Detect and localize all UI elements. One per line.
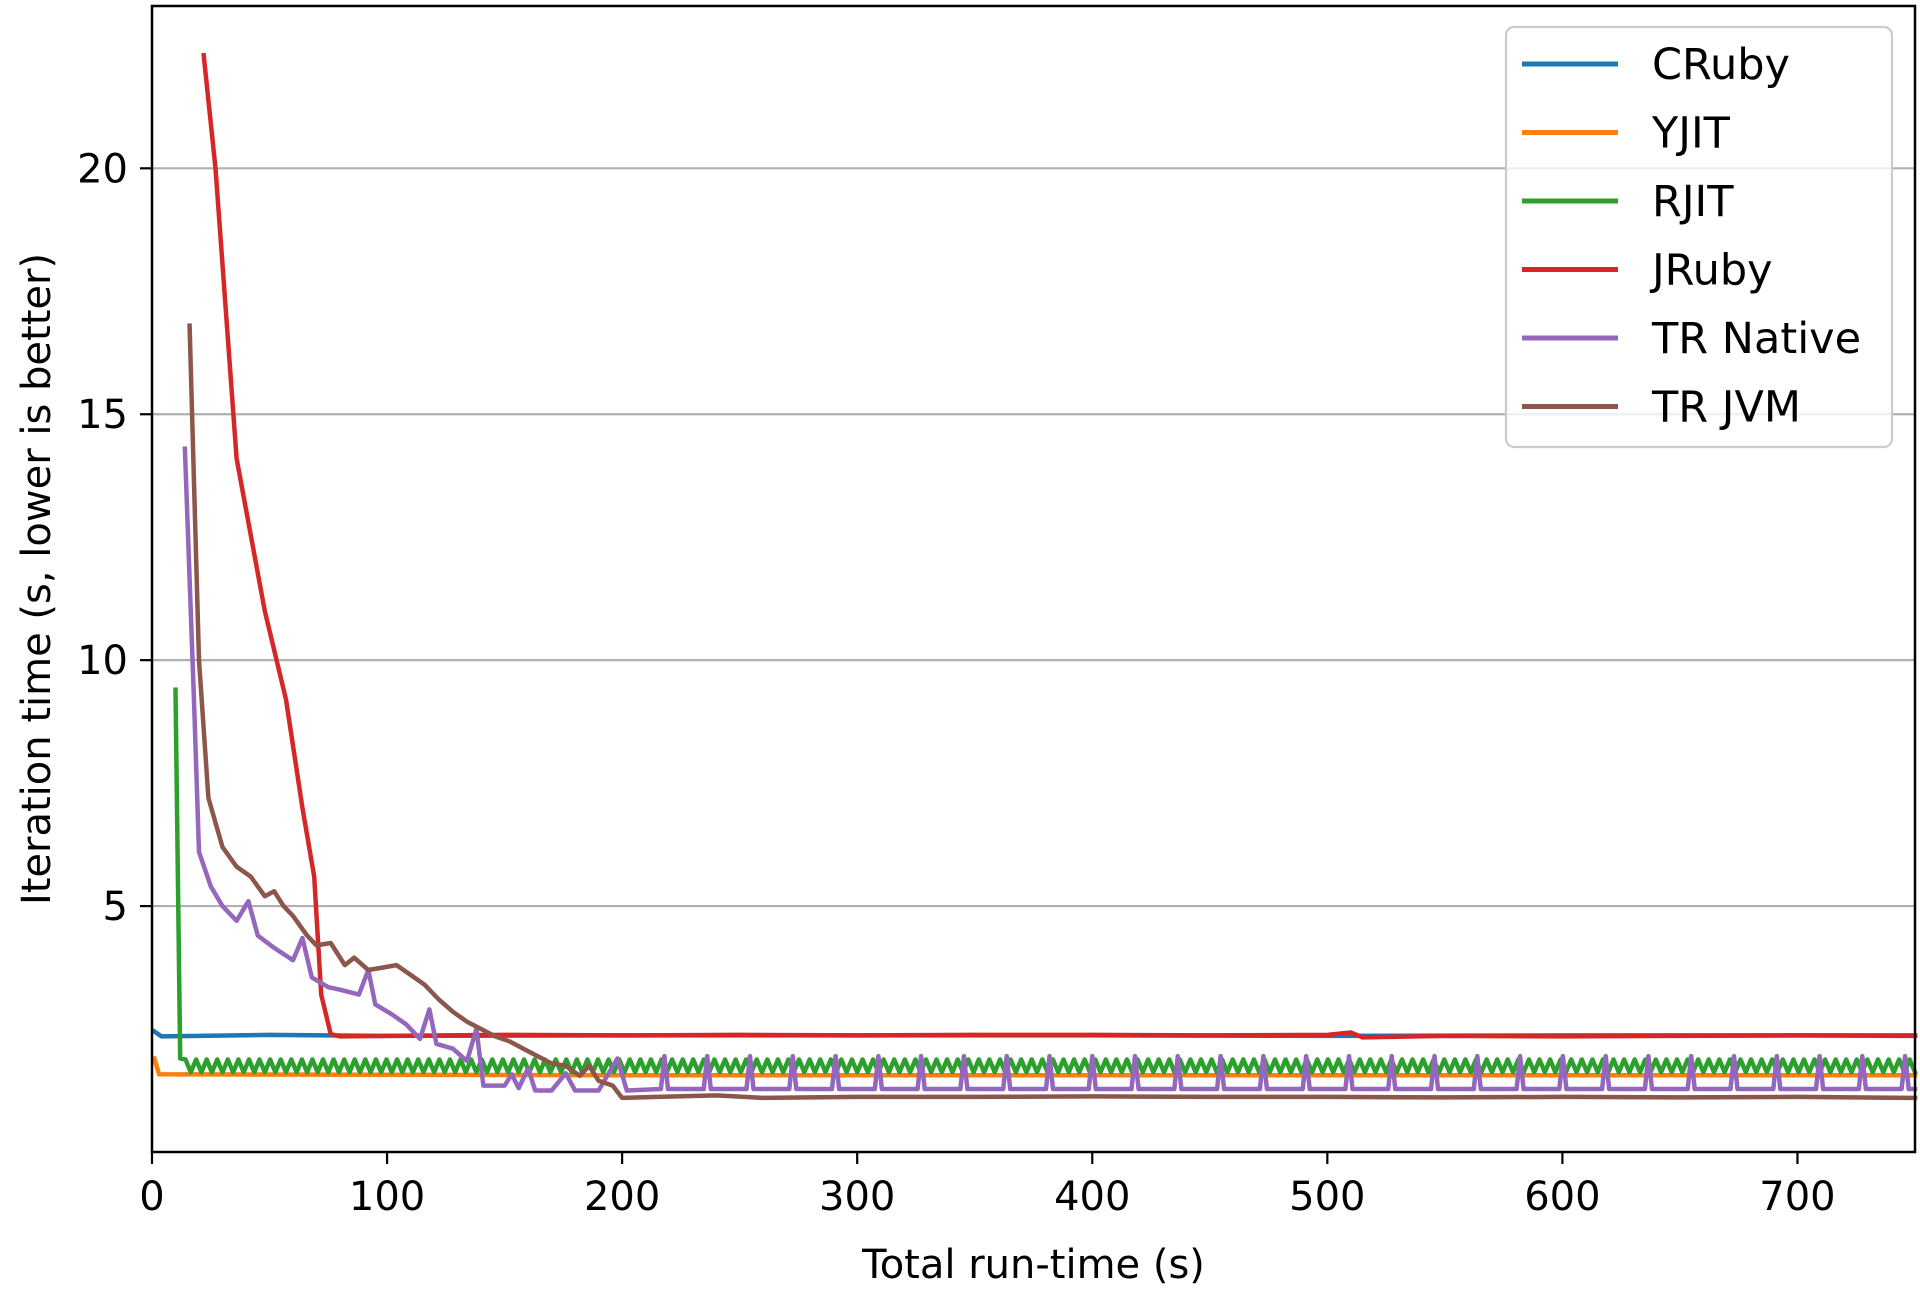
y-tick-label: 15 <box>77 392 128 438</box>
legend: CRuby YJIT RJIT JRuby TR Native TR JVM <box>1504 25 1894 449</box>
legend-label: JRuby <box>1649 246 1773 296</box>
y-tick-label: 10 <box>77 638 128 684</box>
y-axis-title: Iteration time (s, lower is better) <box>14 253 60 905</box>
series-line-tr-native <box>182 446 1918 1093</box>
y-axis: 5 10 15 20 <box>77 146 152 930</box>
series-layer <box>151 52 1918 1101</box>
series-line-yjit <box>151 1055 1918 1078</box>
y-tick-label: 5 <box>103 884 128 930</box>
x-tick-label: 0 <box>139 1174 164 1220</box>
x-tick-label: 100 <box>349 1174 425 1220</box>
legend-label: RJIT <box>1652 177 1734 227</box>
x-tick-label: 500 <box>1289 1174 1365 1220</box>
x-axis: 0 100 200 300 400 500 600 700 <box>139 1152 1836 1220</box>
legend-label: TR Native <box>1651 314 1861 364</box>
y-tick-label: 20 <box>77 146 128 192</box>
x-tick-label: 700 <box>1759 1174 1835 1220</box>
plot-frame <box>150 4 1917 1154</box>
x-tick-label: 200 <box>584 1174 660 1220</box>
x-tick-label: 300 <box>819 1174 895 1220</box>
x-tick-label: 400 <box>1054 1174 1130 1220</box>
x-axis-title: Total run-time (s) <box>861 1242 1205 1288</box>
series-line-rjit <box>173 687 1918 1076</box>
series-line-jruby <box>201 52 1918 1040</box>
legend-label: TR JVM <box>1651 383 1801 433</box>
legend-label: YJIT <box>1651 109 1731 159</box>
x-tick-label: 600 <box>1524 1174 1600 1220</box>
legend-label: CRuby <box>1652 40 1790 90</box>
series-line-tr-jvm <box>187 323 1918 1101</box>
